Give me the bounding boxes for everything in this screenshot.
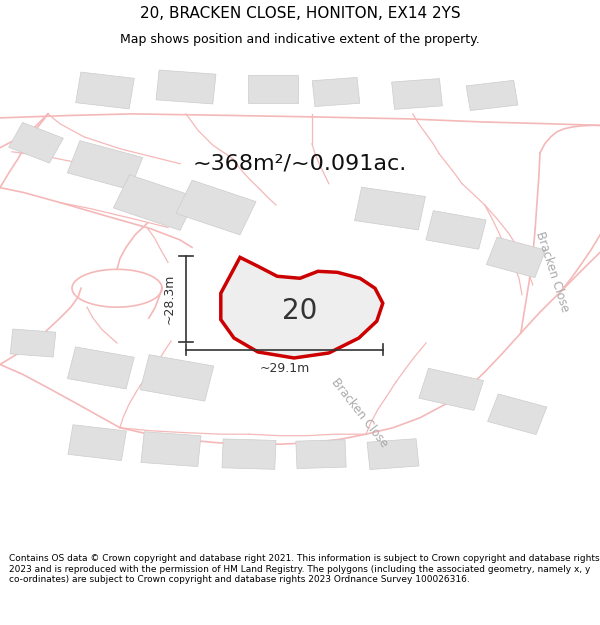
Polygon shape (367, 439, 419, 469)
Polygon shape (10, 329, 56, 357)
Text: ~29.1m: ~29.1m (259, 362, 310, 375)
Text: 20: 20 (283, 297, 317, 325)
Text: Contains OS data © Crown copyright and database right 2021. This information is : Contains OS data © Crown copyright and d… (9, 554, 599, 584)
Polygon shape (221, 258, 383, 358)
Text: Bracken Close: Bracken Close (329, 376, 391, 450)
Polygon shape (156, 70, 216, 104)
Text: Bracken Close: Bracken Close (533, 231, 571, 314)
Polygon shape (426, 211, 486, 249)
Polygon shape (176, 180, 256, 235)
Polygon shape (355, 188, 425, 230)
Polygon shape (487, 237, 545, 278)
Polygon shape (222, 439, 276, 469)
Polygon shape (113, 175, 196, 231)
Text: 20, BRACKEN CLOSE, HONITON, EX14 2YS: 20, BRACKEN CLOSE, HONITON, EX14 2YS (140, 6, 460, 21)
Polygon shape (296, 440, 346, 469)
Text: Map shows position and indicative extent of the property.: Map shows position and indicative extent… (120, 33, 480, 46)
Polygon shape (67, 347, 134, 389)
Text: ~28.3m: ~28.3m (162, 274, 175, 324)
Polygon shape (68, 425, 127, 461)
Polygon shape (419, 368, 484, 411)
Polygon shape (248, 75, 298, 102)
Polygon shape (312, 78, 360, 106)
Polygon shape (392, 79, 442, 109)
Text: ~368m²/~0.091ac.: ~368m²/~0.091ac. (193, 154, 407, 174)
Polygon shape (140, 354, 214, 401)
Polygon shape (488, 394, 547, 434)
Polygon shape (76, 72, 134, 109)
Polygon shape (466, 81, 518, 111)
Polygon shape (8, 122, 64, 163)
Polygon shape (141, 432, 201, 467)
Polygon shape (67, 141, 143, 190)
